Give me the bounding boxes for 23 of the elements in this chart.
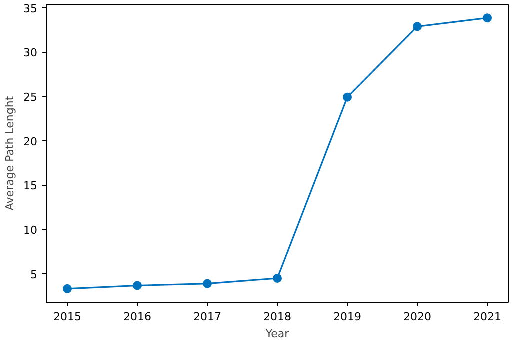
y-tick-label: 15 [24,180,38,193]
x-tick-label: 2019 [334,310,362,324]
x-tick-label: 2015 [54,310,82,324]
x-tick-label: 2016 [124,310,152,324]
point [203,279,212,288]
y-axis-title: Average Path Lenght [4,96,17,211]
point [413,22,422,32]
point [273,274,282,283]
x-tick-label: 2018 [264,310,292,324]
point [63,284,72,294]
point [483,14,492,23]
y-tick-label: 35 [24,2,38,16]
x-tick-label: 2021 [474,310,502,324]
point [133,281,142,290]
y-tick-label: 25 [24,90,38,104]
x-tick-label: 2020 [404,310,432,324]
y-tick-label: 10 [24,224,38,238]
y-tick-label: 30 [24,46,38,60]
x-tick-label: 2017 [194,310,222,324]
point [343,92,352,102]
y-tick-label: 20 [24,135,38,148]
y-tick-label: 5 [30,268,38,282]
x-axis-title: Year [264,328,290,340]
